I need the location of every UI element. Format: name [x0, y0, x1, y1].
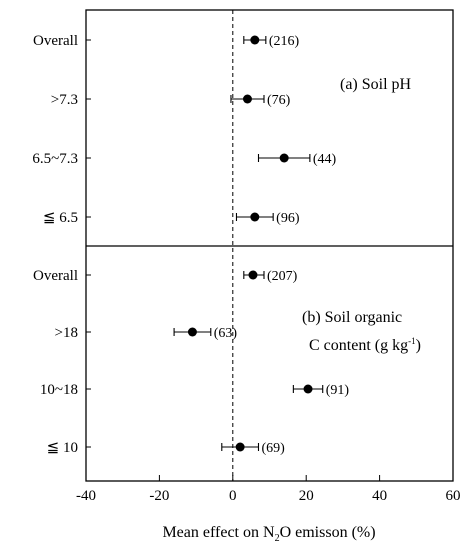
category-label: 10~18 [40, 382, 78, 398]
category-label: >7.3 [51, 92, 78, 108]
panel-a-annotation: (a) Soil pH [340, 76, 412, 93]
mean-point [250, 35, 260, 45]
sample-size-label: (96) [276, 211, 300, 226]
x-tick-label: -20 [149, 488, 169, 504]
sample-size-label: (91) [326, 383, 350, 398]
panel-b-annotation: (b) Soil organic [302, 309, 402, 326]
category-label: >18 [55, 325, 78, 341]
category-label: Overall [33, 268, 78, 284]
x-axis-label: Mean effect on N2O emisson (%) [162, 524, 375, 544]
category-label: ≦ 10 [47, 440, 78, 456]
mean-point [303, 384, 313, 394]
sample-size-label: (44) [313, 152, 337, 167]
x-tick-label: 60 [446, 488, 461, 504]
sample-size-label: (63) [214, 326, 238, 341]
x-tick-label: 20 [299, 488, 314, 504]
sample-size-label: (69) [261, 441, 285, 456]
x-tick-label: 0 [229, 488, 237, 504]
category-label: ≦ 6.5 [43, 210, 78, 226]
sample-size-label: (207) [267, 269, 298, 284]
mean-point [248, 270, 258, 280]
mean-point [235, 442, 245, 452]
sample-size-label: (76) [267, 93, 291, 108]
x-tick-label: 40 [372, 488, 387, 504]
category-label: 6.5~7.3 [32, 151, 78, 167]
category-label: Overall [33, 33, 78, 49]
mean-point [250, 212, 260, 222]
mean-point [187, 327, 197, 337]
sample-size-label: (216) [269, 34, 300, 49]
panel-b-annotation-line2: C content (g kg-1) [309, 336, 421, 354]
mean-point [242, 94, 252, 104]
mean-point [279, 153, 289, 163]
x-tick-label: -40 [76, 488, 96, 504]
